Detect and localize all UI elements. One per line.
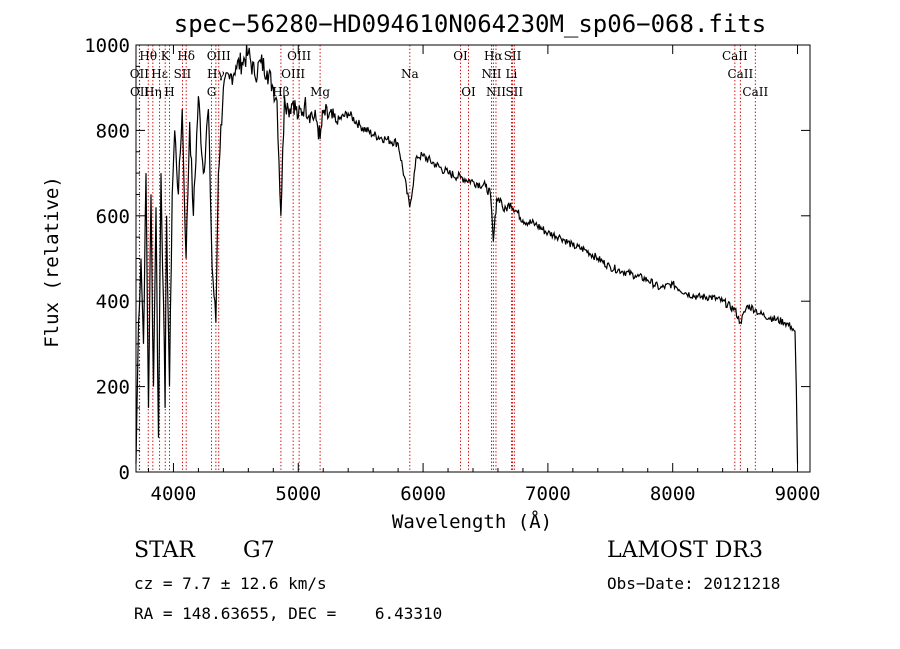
marker-label-22: SII: [504, 49, 522, 63]
survey-name: LAMOST DR3: [607, 538, 763, 563]
y-tick-label-0: 0: [119, 462, 130, 484]
marker-label-25: CaII: [722, 49, 748, 63]
x-tick-label-0: 4000: [151, 483, 197, 505]
marker-label-9: OIII: [207, 49, 231, 63]
marker-label-5: Hε: [151, 67, 168, 81]
observation-date: Obs−Date: 20121218: [607, 574, 781, 593]
marker-label-2: OII: [130, 85, 150, 99]
marker-label-23: Li: [506, 67, 518, 81]
marker-label-1: OII: [130, 67, 150, 81]
marker-label-21: NII: [486, 85, 506, 99]
marker-label-19: Hα: [484, 49, 503, 63]
marker-label-14: OIII: [287, 49, 311, 63]
y-tick-label-4: 800: [96, 120, 130, 142]
marker-label-10: Hγ: [207, 67, 225, 81]
object-subclass: G7: [243, 538, 275, 563]
y-axis-label: Flux (relative): [41, 176, 63, 348]
x-tick-label-4: 8000: [650, 483, 696, 505]
y-tick-label-1: 200: [96, 377, 130, 399]
marker-label-20: NII: [481, 67, 501, 81]
x-axis-label: Wavelength (Å): [392, 510, 552, 533]
x-tick-label-5: 9000: [775, 483, 821, 505]
marker-label-11: G: [207, 85, 217, 99]
marker-label-6: H: [164, 85, 174, 99]
marker-label-12: Hβ: [272, 85, 289, 99]
marker-label-15: Mg: [310, 85, 330, 99]
marker-label-27: CaII: [742, 85, 768, 99]
marker-label-7: SII: [174, 67, 192, 81]
x-tick-label-1: 5000: [275, 483, 321, 505]
y-tick-label-5: 1000: [84, 35, 130, 57]
marker-label-4: K: [161, 49, 171, 63]
coordinates: RA = 148.63655, DEC = 6.43310: [134, 604, 443, 623]
marker-label-24: SII: [505, 85, 523, 99]
marker-label-26: CaII: [727, 67, 753, 81]
marker-label-16: Na: [401, 67, 419, 81]
chart-title: spec−56280−HD094610N064230M_sp06−068.fit…: [174, 10, 766, 38]
marker-label-17: OI: [453, 49, 468, 63]
redshift-cz: cz = 7.7 ± 12.6 km/s: [134, 574, 327, 593]
x-axis-ticks: 4000 5000 6000 7000 8000 9000: [147, 45, 821, 505]
object-class: STAR: [134, 538, 195, 563]
marker-label-3: Hη: [144, 85, 162, 99]
y-tick-label-2: 400: [96, 291, 130, 313]
spectrum-line: [135, 44, 799, 464]
spectral-line-markers: [138, 45, 756, 472]
x-tick-label-3: 7000: [525, 483, 571, 505]
marker-label-13: OIII: [281, 67, 305, 81]
marker-label-8: Hδ: [177, 49, 195, 63]
marker-label-18: OI: [461, 85, 476, 99]
y-tick-label-3: 600: [96, 206, 130, 228]
y-axis-ticks: 0 200 400 600 800 1000: [84, 35, 810, 484]
plot-frame: [135, 44, 811, 473]
marker-label-0: Hθ: [139, 49, 157, 63]
x-tick-label-2: 6000: [400, 483, 446, 505]
